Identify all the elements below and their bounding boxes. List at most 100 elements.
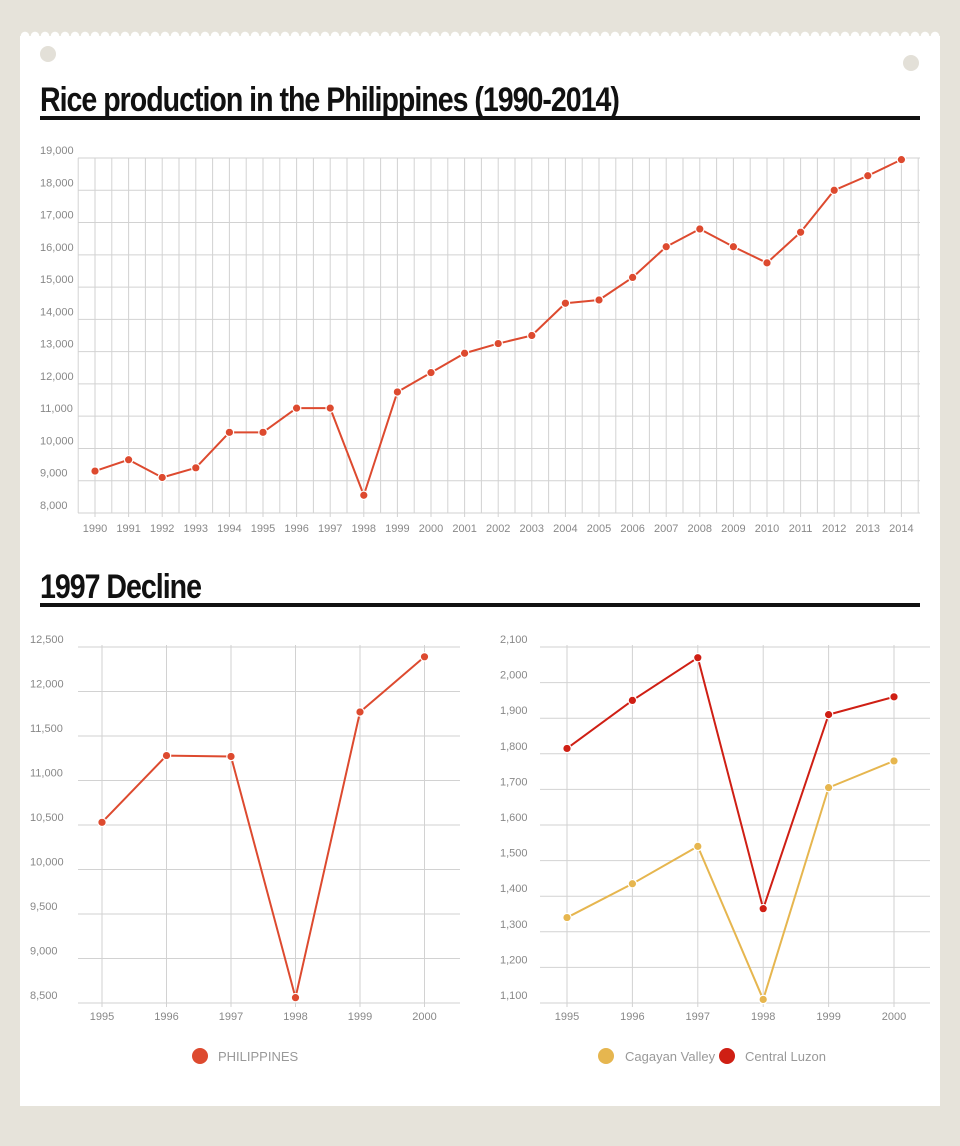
chart1-xtick-label: 2005 <box>587 523 611 535</box>
chart3-xtick-label: 2000 <box>882 1011 906 1023</box>
chart1-xtick-label: 1996 <box>284 523 308 535</box>
punch-hole-right <box>903 55 919 71</box>
chart1-data-point <box>661 241 671 252</box>
chart1-data-point <box>594 295 604 305</box>
chart2-xtick-label: 1997 <box>219 1011 243 1023</box>
chart3-data-point <box>692 841 703 852</box>
chart1-data-point <box>90 466 100 476</box>
chart3-data-point <box>758 994 768 1005</box>
chart2-ytick-label: 9,000 <box>30 946 58 958</box>
chart1-data-point <box>627 272 638 283</box>
chart3-ytick-label: 1,400 <box>500 883 528 895</box>
chart3-data-point <box>823 782 834 793</box>
chart1-ytick-label: 18,000 <box>40 177 74 189</box>
chart1-xtick-label: 1991 <box>116 523 140 535</box>
chart3-legend-swatch <box>598 1048 614 1064</box>
chart2-legend-swatch <box>192 1048 208 1064</box>
chart2-data-point <box>161 750 172 761</box>
paper-sheet: Rice production in the Philippines (1990… <box>20 30 940 1106</box>
chart3-legend-label: Central Luzon <box>745 1049 826 1064</box>
chart1-ytick-label: 17,000 <box>40 210 74 222</box>
chart1-ytick-label: 16,000 <box>40 242 74 254</box>
chart3-series-line-2 <box>566 656 895 910</box>
chart3-data-point <box>692 652 703 663</box>
chart1-data-point <box>157 472 167 483</box>
main-chart-title: Rice production in the Philippines (1990… <box>40 81 620 119</box>
chart3-xtick-label: 1996 <box>620 1011 644 1023</box>
chart3-legend-swatch <box>719 1048 735 1064</box>
chart3-data-point <box>562 912 572 923</box>
chart1-xtick-label: 2000 <box>419 523 443 535</box>
chart2-data-point <box>97 817 107 828</box>
chart2-ytick-label: 10,000 <box>30 857 64 869</box>
chart1-data-point <box>325 403 335 413</box>
chart1-xtick-label: 1990 <box>83 523 107 535</box>
chart1-xtick-label: 2010 <box>755 523 779 535</box>
chart1-data-point <box>862 170 873 181</box>
chart2-ytick-label: 12,000 <box>30 679 64 691</box>
chart3-xtick-label: 1999 <box>816 1011 840 1023</box>
chart2-xtick-label: 1996 <box>154 1011 178 1023</box>
chart3-data-point <box>627 878 638 889</box>
chart1-xtick-label: 1992 <box>150 523 174 535</box>
chart1-data-point <box>426 367 436 378</box>
chart1-data-point <box>795 227 806 238</box>
chart2-ytick-label: 11,500 <box>30 723 63 735</box>
chart2-xtick-label: 1998 <box>283 1011 307 1023</box>
chart2-ytick-label: 12,500 <box>30 634 64 646</box>
chart3-ytick-label: 1,300 <box>500 919 528 931</box>
chart3-legend-label: Cagayan Valley <box>625 1049 716 1064</box>
punch-hole-left <box>40 46 56 62</box>
decline-section-title: 1997 Decline <box>40 568 202 606</box>
chart2-ytick-label: 11,000 <box>30 768 63 780</box>
chart1-data-point <box>358 490 369 501</box>
chart1-xtick-label: 1995 <box>251 523 275 535</box>
chart3-ytick-label: 1,900 <box>500 705 528 717</box>
chart1-data-point <box>459 348 470 359</box>
chart3-ytick-label: 1,600 <box>500 812 528 824</box>
chart3-data-point <box>889 692 899 702</box>
chart1-xtick-label: 1998 <box>352 523 376 535</box>
chart1-xtick-label: 1999 <box>385 523 409 535</box>
chart1-data-point <box>191 463 201 473</box>
chart3-data-point <box>823 709 834 720</box>
chart1-ytick-label: 8,000 <box>40 500 68 512</box>
chart1-data-point <box>392 387 403 397</box>
chart1-data-point <box>829 185 839 196</box>
chart3-ytick-label: 1,500 <box>500 848 528 860</box>
chart1-ytick-label: 10,000 <box>40 435 74 447</box>
chart1-ytick-label: 13,000 <box>40 339 74 351</box>
chart2-ytick-label: 9,500 <box>30 901 58 913</box>
chart1-ytick-label: 11,000 <box>40 403 73 415</box>
chart2-data-point <box>226 751 236 762</box>
chart1-xtick-label: 2002 <box>486 523 510 535</box>
chart3-xtick-label: 1998 <box>751 1011 775 1023</box>
chart3-ytick-label: 1,100 <box>500 990 528 1002</box>
chart3-ytick-label: 1,200 <box>500 954 528 966</box>
chart2-xtick-label: 1995 <box>90 1011 114 1023</box>
chart3-data-point <box>562 743 572 754</box>
chart1-data-point <box>896 154 907 165</box>
section-rule <box>40 603 920 607</box>
chart2-legend-label: PHILIPPINES <box>218 1049 299 1064</box>
chart1-xtick-label: 2012 <box>822 523 846 535</box>
chart1-data-point <box>762 258 772 268</box>
chart1-xtick-label: 2001 <box>452 523 476 535</box>
chart2-xtick-label: 2000 <box>412 1011 436 1023</box>
chart1-xtick-label: 2007 <box>654 523 678 535</box>
chart1-data-point <box>526 330 537 341</box>
chart3-data-point <box>758 903 768 914</box>
chart1-xtick-label: 1994 <box>217 523 241 535</box>
chart3-data-point <box>627 695 638 706</box>
chart1-data-point <box>224 427 235 438</box>
chart1-ytick-label: 12,000 <box>40 371 74 383</box>
chart1-data-point <box>258 427 268 438</box>
chart2-ytick-label: 10,500 <box>30 812 64 824</box>
chart1-data-point <box>694 224 705 234</box>
chart3-xtick-label: 1995 <box>555 1011 579 1023</box>
chart3-ytick-label: 1,700 <box>500 776 528 788</box>
chart3-ytick-label: 2,000 <box>500 670 528 682</box>
chart3-ytick-label: 1,800 <box>500 741 528 753</box>
chart1-xtick-label: 2004 <box>553 523 577 535</box>
chart3-data-point <box>889 756 899 766</box>
